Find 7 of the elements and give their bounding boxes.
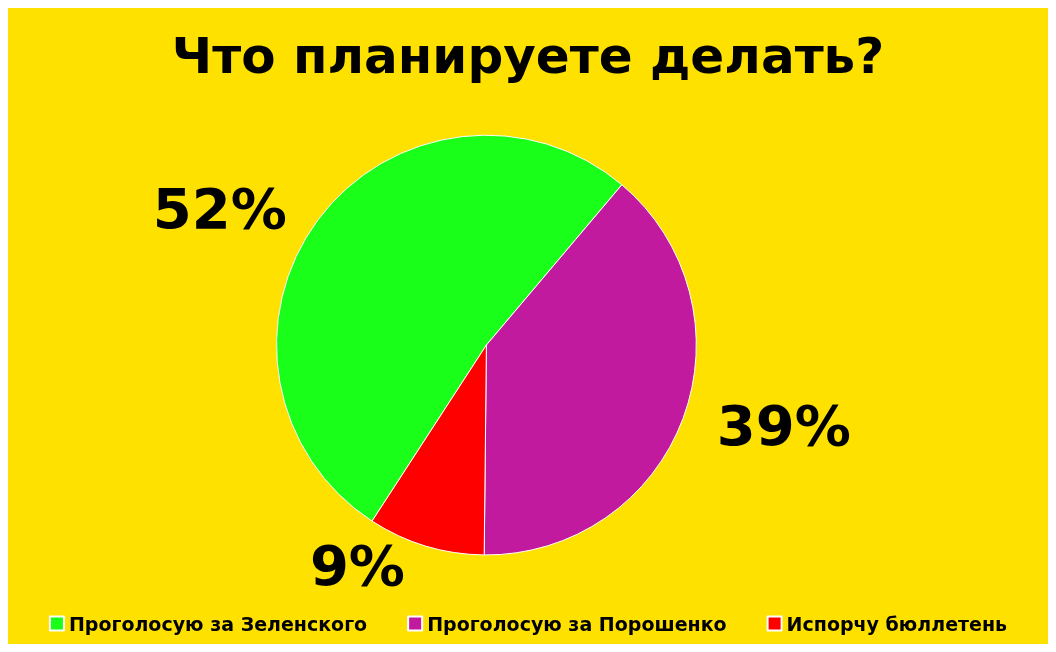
data-label: 9%: [309, 532, 405, 598]
data-label: 52%: [152, 175, 287, 241]
legend-label: Испорчу бюллетень: [786, 612, 1008, 635]
chart-title: Что планируете делать?: [171, 27, 885, 85]
legend-label: Проголосую за Порошенко: [427, 612, 727, 635]
legend-label: Проголосую за Зеленского: [68, 612, 368, 635]
data-label: 39%: [716, 392, 851, 458]
